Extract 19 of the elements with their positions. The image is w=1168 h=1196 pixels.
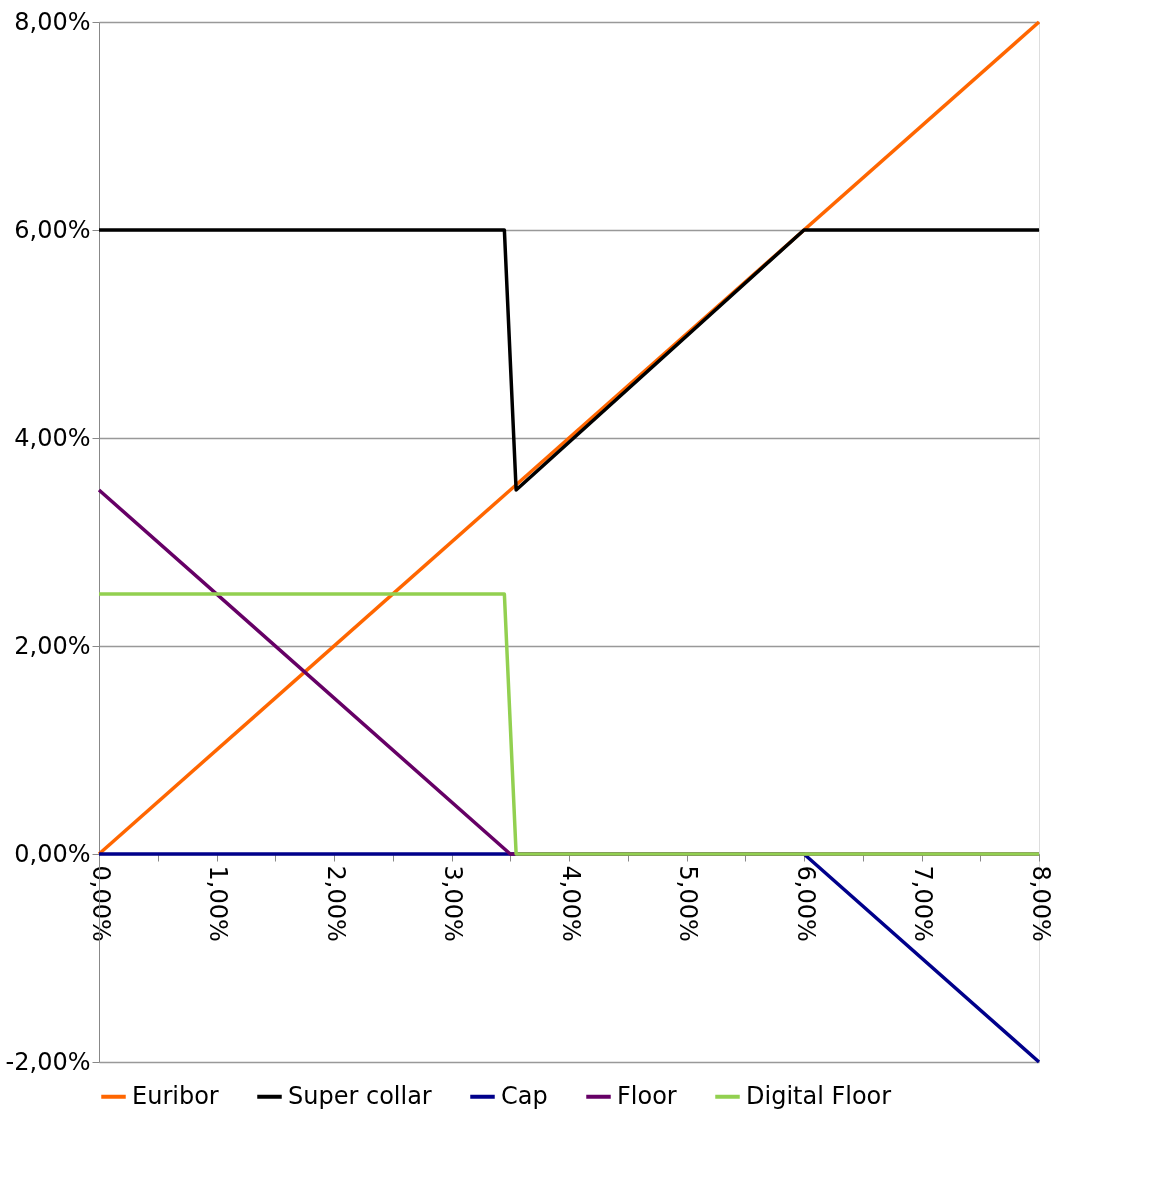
x-tick-label: 6,00% [791, 865, 820, 942]
y-tick-label: 4,00% [14, 423, 91, 452]
legend-label: Digital Floor [746, 1081, 892, 1110]
legend-label: Super collar [288, 1081, 432, 1110]
x-tick-label: 4,00% [556, 865, 585, 942]
legend-label: Cap [501, 1081, 548, 1110]
y-tick-label: 8,00% [14, 7, 91, 36]
x-tick-label: 7,00% [909, 865, 937, 942]
legend-label: Floor [617, 1081, 677, 1110]
x-tick-label: 3,00% [439, 865, 467, 942]
x-tick-label: 8,00% [1026, 865, 1055, 942]
y-tick-label: 2,00% [14, 631, 91, 660]
legend-label: Euribor [132, 1081, 219, 1110]
y-tick-label: 6,00% [14, 215, 91, 244]
x-tick-label: 1,00% [204, 865, 232, 942]
x-tick-label: 2,00% [321, 865, 350, 942]
y-tick-label: 0,00% [14, 839, 91, 868]
y-tick-label: -2,00% [5, 1047, 91, 1076]
x-tick-label: 5,00% [674, 865, 702, 942]
